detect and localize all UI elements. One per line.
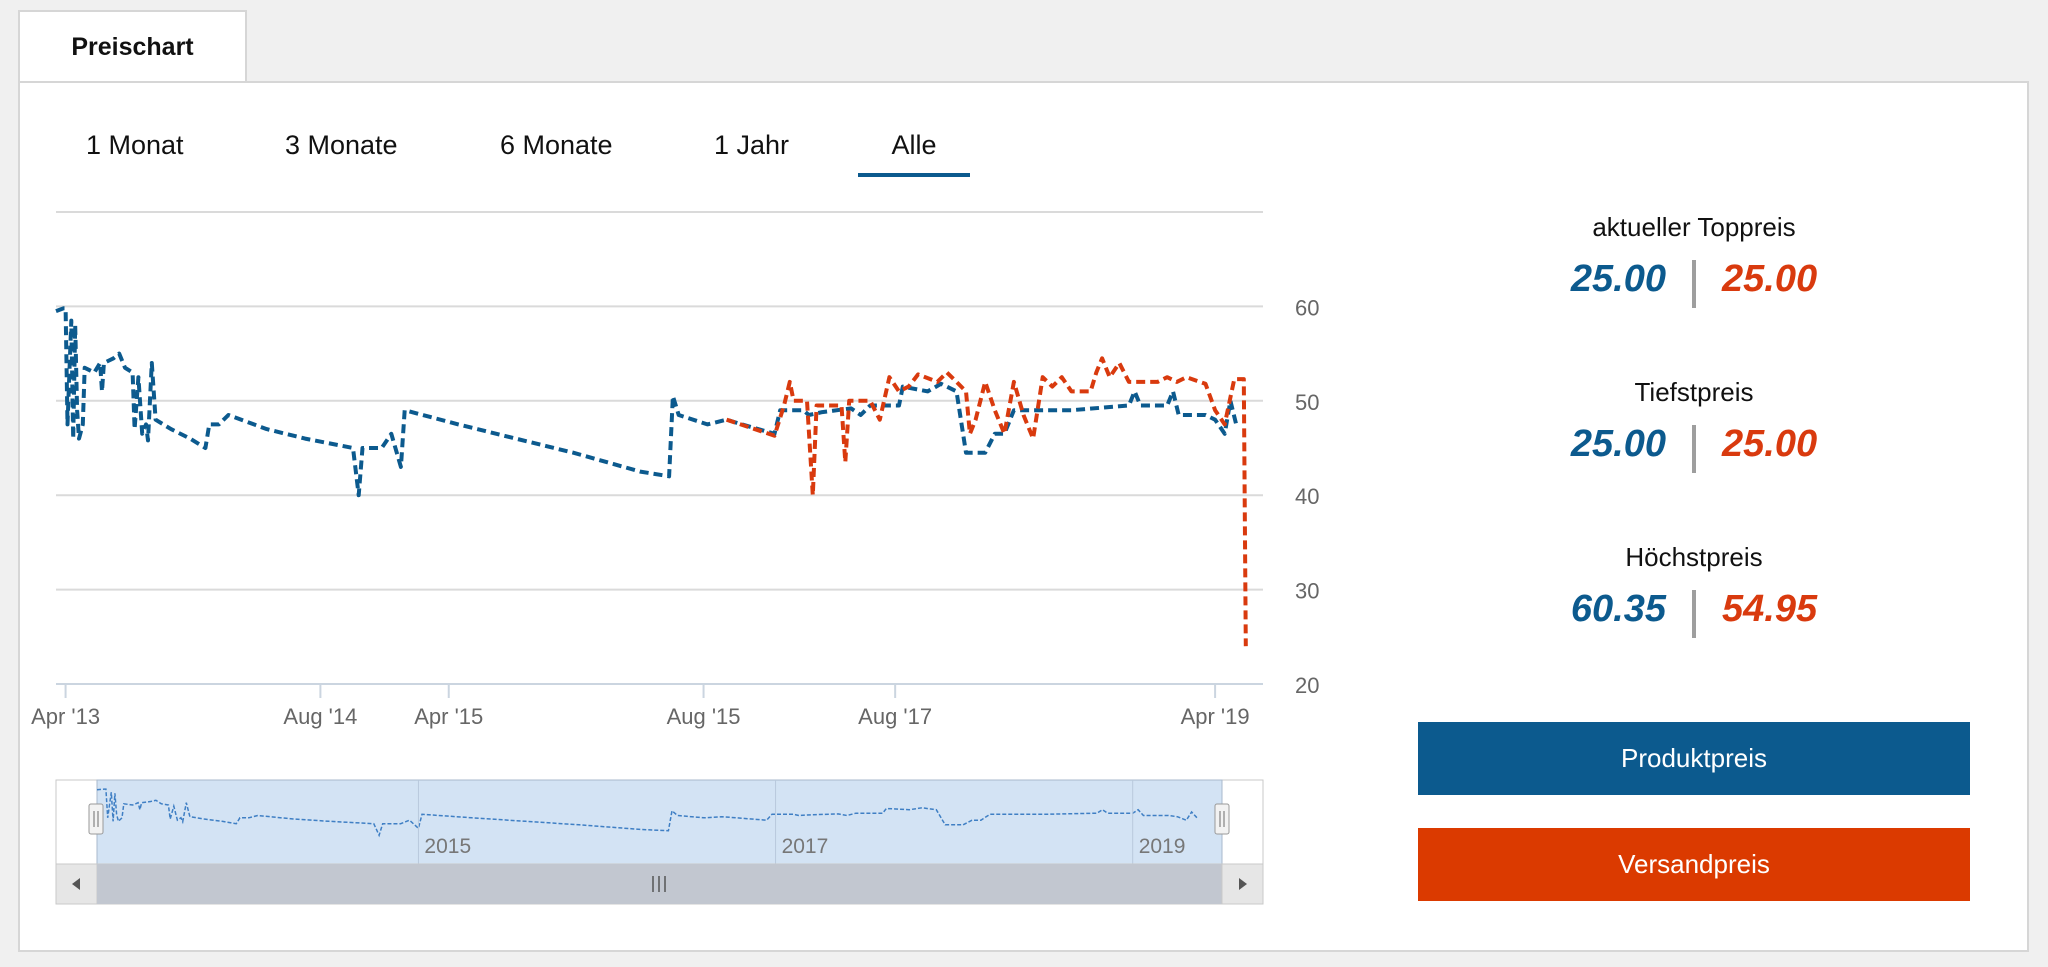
highest-price-title: Höchstpreis	[1625, 542, 1763, 572]
divider	[1692, 590, 1696, 638]
y-tick-label: 40	[1295, 484, 1319, 509]
tab-label: Preischart	[71, 33, 194, 61]
navigator-series-line	[96, 788, 1198, 838]
chart-gridlines	[56, 211, 1263, 685]
x-tick-label: Apr '19	[1181, 704, 1250, 729]
highest-shipping-price: 54.95	[1722, 588, 1818, 630]
lowest-price-title: Tiefstpreis	[1634, 377, 1754, 407]
y-tick-label: 60	[1295, 295, 1319, 320]
navigator-year-label: 2015	[424, 835, 471, 858]
navigator-year-label: 2019	[1139, 835, 1186, 858]
product-price-button[interactable]: Produktpreis	[1418, 722, 1970, 795]
x-tick-label: Aug '15	[667, 704, 741, 729]
current-top-product-price: 25.00	[1570, 258, 1666, 300]
divider	[1692, 425, 1696, 473]
current-top-price-title: aktueller Toppreis	[1592, 212, 1796, 242]
highest-product-price: 60.35	[1570, 588, 1666, 630]
chart-series	[55, 306, 1248, 647]
x-tick-label: Apr '13	[31, 704, 100, 729]
lowest-shipping-price: 25.00	[1722, 423, 1818, 465]
navigator-handle-right[interactable]	[1214, 803, 1230, 835]
current-top-price-values: 25.00 25.00	[1416, 258, 1972, 312]
x-tick-label: Aug '14	[283, 704, 357, 729]
scrollbar-grip-icon	[652, 876, 666, 892]
series-line-product-price	[55, 306, 1239, 498]
navigator-selection[interactable]	[96, 779, 1223, 865]
range-1-month[interactable]: 1 Monat	[86, 130, 184, 160]
arrow-left-icon	[72, 878, 80, 890]
y-tick-label: 30	[1295, 579, 1319, 604]
x-tick-label: Apr '15	[414, 704, 483, 729]
shipping-price-button[interactable]: Versandpreis	[1418, 828, 1970, 901]
y-tick-label: 50	[1295, 390, 1319, 415]
tab-preischart[interactable]: Preischart	[18, 10, 247, 83]
range-selector: 1 Monat 3 Monate 6 Monate 1 Jahr Alle	[0, 130, 1000, 180]
y-axis-ticks: 20 30 40 50 60	[1295, 295, 1319, 698]
highest-price-values: 60.35 54.95	[1416, 588, 1972, 642]
navigator-year-label: 2017	[782, 835, 829, 858]
navigator-labels: 2015 2017 2019	[417, 780, 1186, 864]
navigator-series	[96, 788, 1198, 838]
chart-navigator[interactable]: 2015 2017 2019	[55, 779, 1264, 905]
lowest-product-price: 25.00	[1570, 423, 1666, 465]
scrollbar-left-button[interactable]	[55, 863, 98, 905]
lowest-price-values: 25.00 25.00	[1416, 423, 1972, 477]
range-3-months[interactable]: 3 Monate	[285, 130, 398, 160]
x-axis: Apr '13 Aug '14 Apr '15 Aug '15 Aug '17 Apr '…	[31, 684, 1250, 729]
current-top-shipping-price: 25.00	[1722, 258, 1818, 300]
x-tick-label: Aug '17	[858, 704, 932, 729]
range-all[interactable]: Alle	[858, 130, 970, 177]
divider	[1692, 260, 1696, 308]
series-line-shipping-price	[725, 356, 1248, 647]
range-1-year[interactable]: 1 Jahr	[714, 130, 790, 160]
y-tick-label: 20	[1295, 673, 1319, 698]
scrollbar-right-button[interactable]	[1221, 863, 1264, 905]
range-6-months[interactable]: 6 Monate	[500, 130, 613, 160]
navigator-handle-left[interactable]	[88, 803, 104, 835]
arrow-right-icon	[1239, 878, 1247, 890]
